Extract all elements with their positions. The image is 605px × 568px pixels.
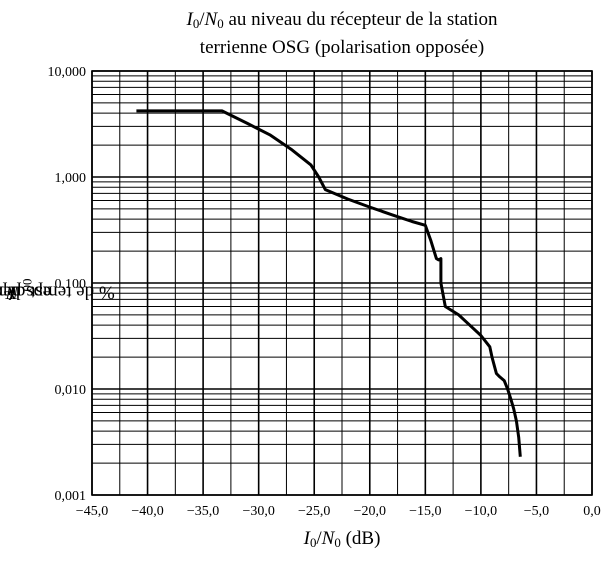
- plot-frame: [91, 70, 593, 496]
- x-tick-label: 0,0: [583, 504, 601, 519]
- y-tick-label: 0,100: [55, 277, 87, 292]
- y-tick-label: 0,001: [55, 489, 87, 504]
- series-group: [136, 109, 522, 457]
- y-tick-label: 10,000: [48, 65, 87, 80]
- chart-title: I0/N0 au niveau du récepteur de la stati…: [92, 8, 592, 60]
- x-tick-label: −15,0: [409, 504, 441, 519]
- x-tick-labels: −45,0 −40,0 −35,0 −30,0 −25,0 −20,0 −15,0 −10,0…: [76, 504, 601, 519]
- x-axis-label: I0/N0 (dB): [303, 528, 381, 551]
- x-tick-label: −30,0: [242, 504, 274, 519]
- x-tick-label: −10,0: [465, 504, 497, 519]
- y-tick-labels: 0,001 0,010 0,100 1,000 10,000: [48, 65, 87, 504]
- x-tick-label: −25,0: [298, 504, 330, 519]
- x-tick-label: −35,0: [187, 504, 219, 519]
- grid-minor-lines: [92, 71, 592, 495]
- series-line: [136, 109, 522, 457]
- x-tick-label: −5,0: [524, 504, 549, 519]
- x-tick-label: −20,0: [354, 504, 386, 519]
- chart-title-line-1: I0/N0 au niveau du récepteur de la stati…: [186, 9, 498, 32]
- y-tick-label: 0,010: [55, 383, 87, 398]
- x-tick-label: −40,0: [131, 504, 163, 519]
- y-tick-label: 1,000: [55, 171, 87, 186]
- chart-title-line-2: terrienne OSG (polarisation opposée): [199, 37, 485, 59]
- x-tick-label: −45,0: [76, 504, 108, 519]
